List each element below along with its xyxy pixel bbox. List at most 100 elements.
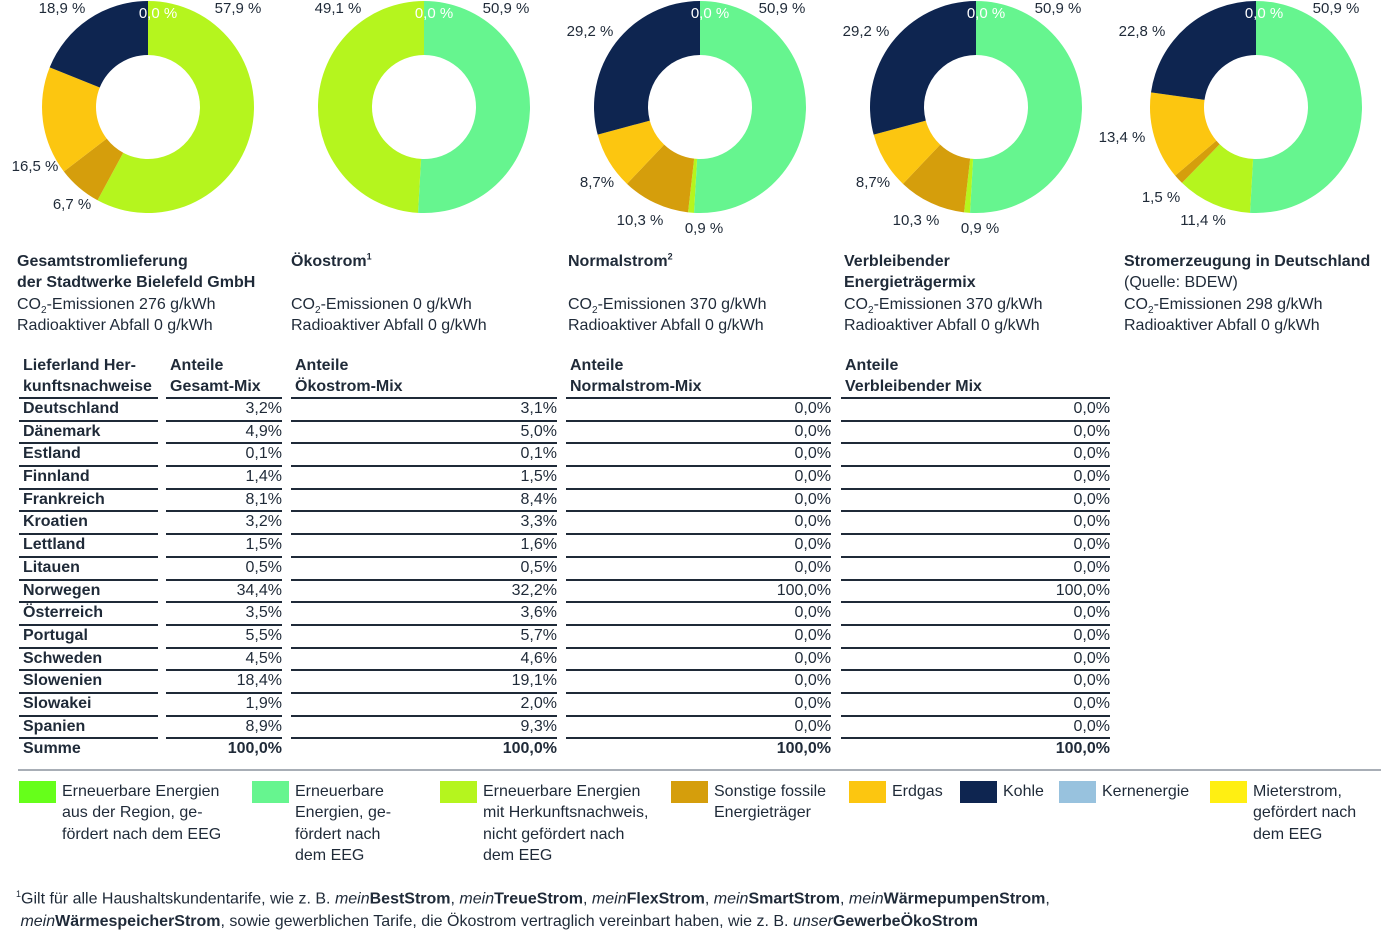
table-cell: 0,0% (566, 510, 831, 533)
table-sum-cell: 100,0% (566, 737, 831, 760)
table-cell: 0,0% (841, 533, 1110, 556)
table-cell: Litauen (19, 555, 158, 579)
table-cell: Frankreich (19, 487, 158, 511)
table-cell: 0,0% (841, 623, 1110, 647)
table-cell: 0,0% (841, 646, 1110, 670)
table-cell: 18,4% (166, 669, 282, 692)
table-cell: 5,5% (166, 623, 282, 647)
table-cell: 32,2% (291, 578, 557, 602)
donut-slice (970, 1, 1082, 213)
slice-data-label: 50,9 % (759, 0, 806, 17)
footnote: 1Gilt für alle Haushaltskundentarife, wi… (16, 889, 1050, 931)
slice-data-label: 49,1 % (315, 0, 362, 17)
legend-item: Kohle (960, 781, 1044, 803)
legend-label: Erdgas (892, 783, 943, 800)
radioactive-waste: Radioaktiver Abfall 0 g/kWh (291, 316, 487, 334)
table-cell: 0,0% (841, 442, 1110, 465)
legend-swatch (960, 781, 997, 803)
legend-label: Mieterstrom, gefördert nach dem EEG (1253, 783, 1357, 843)
slice-data-label: 0,9 % (685, 220, 723, 237)
table-cell: Slowakei (19, 691, 158, 715)
table-cell: 1,5% (291, 465, 557, 488)
table-cell: 100,0% (841, 578, 1110, 602)
info-title: Normalstrom2 (568, 251, 673, 270)
slice-data-label: 29,2 % (843, 23, 890, 40)
info-gesamt: Gesamtstromlieferung der Stadtwerke Biele… (17, 251, 287, 336)
co2-emissions: CO2-Emissionen 370 g/kWh (568, 295, 767, 316)
legend-item: Mieterstrom, gefördert nach dem EEG (1210, 781, 1356, 845)
table-cell: 0,0% (566, 487, 831, 511)
slice-data-label: 16,5 % (12, 158, 59, 175)
info-source: (Quelle: BDEW) (1124, 274, 1238, 292)
table-cell: 1,4% (166, 465, 282, 488)
legend-item: Erdgas (849, 781, 943, 803)
table-cell: Österreich (19, 601, 158, 624)
donut-slice (1250, 1, 1362, 213)
radioactive-waste: Radioaktiver Abfall 0 g/kWh (568, 316, 764, 334)
table-cell: 0,1% (166, 442, 282, 465)
slice-data-label: 0,0 % (1245, 5, 1283, 22)
info-verbleibend: Verbleibender Energieträgermix CO2-Emissi… (844, 251, 1104, 336)
slice-data-label: 0,0 % (415, 5, 453, 22)
table-cell: 0,5% (166, 555, 282, 579)
table-cell: 3,5% (166, 601, 282, 624)
donut-slice (594, 1, 700, 135)
table-cell: Dänemark (19, 419, 158, 443)
legend-item: Erneuerbare Energien mit Herkunftsnachwe… (440, 781, 648, 866)
legend-divider (18, 769, 1381, 771)
table-cell: 3,6% (291, 601, 557, 624)
table-cell: 0,0% (566, 533, 831, 556)
donut-slice (49, 1, 149, 88)
table-cell: 8,1% (166, 487, 282, 511)
slice-data-label: 57,9 % (215, 0, 262, 17)
legend-item: Kernenergie (1059, 781, 1189, 803)
table-cell: 3,2% (166, 510, 282, 533)
table-sum-cell: 100,0% (166, 737, 282, 760)
table-cell: 8,9% (166, 714, 282, 738)
legend-swatch (19, 781, 56, 803)
slice-data-label: 50,9 % (1313, 0, 1360, 17)
table-cell: 0,0% (841, 397, 1110, 420)
table-cell: 3,3% (291, 510, 557, 533)
legend-item: Sonstige fossile Energieträger (671, 781, 826, 824)
radioactive-waste: Radioaktiver Abfall 0 g/kWh (17, 316, 213, 334)
table-cell: 3,1% (291, 397, 557, 420)
table-col-gesamt: Anteile Gesamt-Mix 3,2% 4,9% 0,1% 1,4% 8,1% 3,… (166, 355, 282, 760)
table-cell: Lettland (19, 533, 158, 556)
slice-data-label: 13,4 % (1099, 129, 1146, 146)
table-cell: 0,0% (566, 691, 831, 715)
slice-data-label: 11,4 % (1180, 212, 1226, 229)
donut-slice (964, 158, 974, 213)
table-cell: 3,2% (166, 397, 282, 420)
table-cell: Kroatien (19, 510, 158, 533)
table-cell: 0,0% (566, 646, 831, 670)
table-cell: 0,0% (841, 510, 1110, 533)
table-cell: 34,4% (166, 578, 282, 602)
table-cell: 0,0% (566, 555, 831, 579)
table-cell: 5,0% (291, 419, 557, 443)
donut-slice (1175, 140, 1220, 183)
donut-slice (418, 1, 530, 213)
slice-data-label: 0,9 % (961, 220, 999, 237)
info-title: Gesamtstromlieferung der Stadtwerke Biele… (17, 253, 256, 292)
info-normalstrom: Normalstrom2 CO2-Emissionen 370 g/kWh Ra… (568, 251, 828, 336)
radioactive-waste: Radioaktiver Abfall 0 g/kWh (1124, 316, 1320, 334)
legend-swatch (440, 781, 477, 803)
slice-data-label: 10,3 % (617, 212, 664, 229)
table-col-lieferland: Lieferland Her-kunftsnachweise Deutschla… (19, 355, 158, 760)
table-header: Lieferland Her-kunftsnachweise (23, 357, 152, 395)
radioactive-waste: Radioaktiver Abfall 0 g/kWh (844, 316, 1040, 334)
table-cell: 0,0% (841, 714, 1110, 738)
slice-data-label: 50,9 % (483, 0, 530, 17)
table-cell: 0,0% (841, 555, 1110, 579)
table-cell: 0,0% (566, 623, 831, 647)
table-cell: 1,6% (291, 533, 557, 556)
slice-data-label: 8,7% (856, 174, 890, 191)
table-cell: Estland (19, 442, 158, 465)
legend-label: Erneuerbare Energien, ge- fördert nach d… (295, 783, 392, 864)
co2-emissions: CO2-Emissionen 0 g/kWh (291, 295, 472, 316)
table-cell: 0,0% (566, 419, 831, 443)
table-sum-cell: Summe (19, 737, 158, 760)
table-cell: Finnland (19, 465, 158, 488)
table-cell: 0,0% (566, 669, 831, 692)
